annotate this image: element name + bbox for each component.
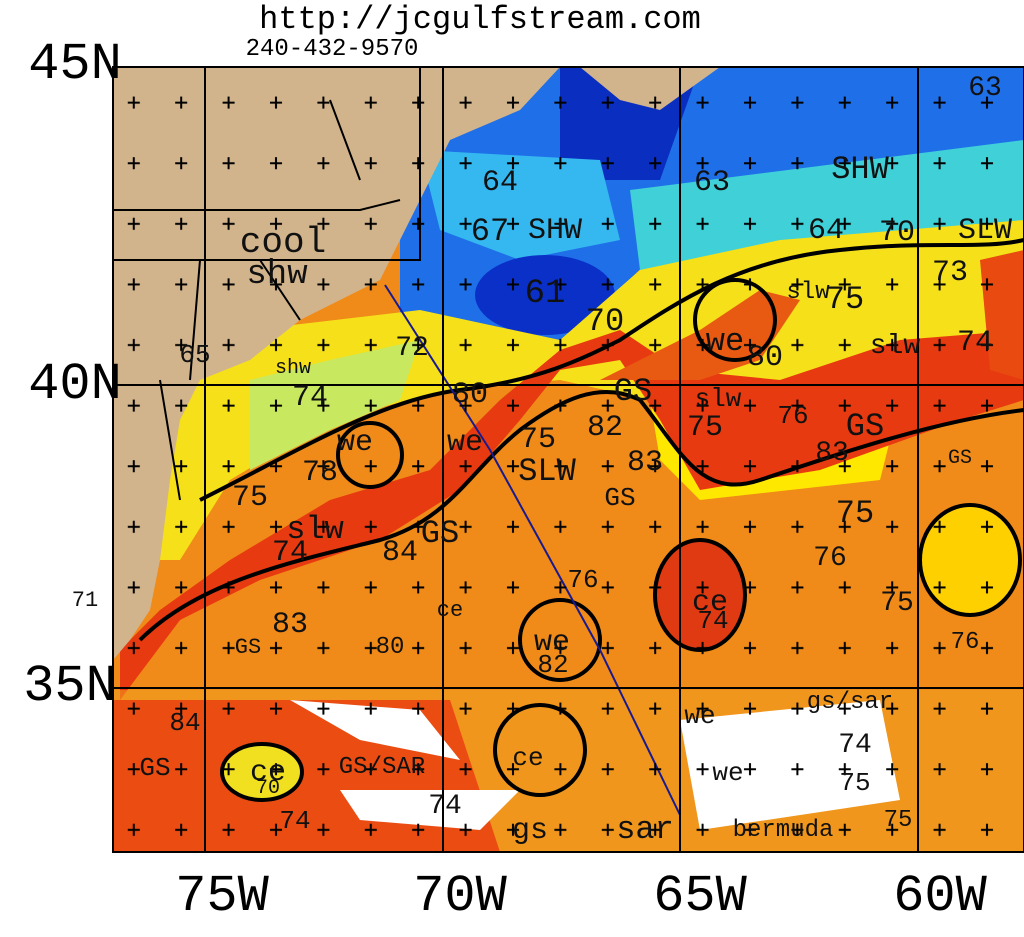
map-annotation: 76: [951, 629, 980, 656]
map-annotation: GS: [421, 515, 459, 552]
map-annotation: 83: [815, 438, 849, 469]
map-annotation: 74: [697, 606, 728, 636]
map-annotation: 67: [471, 213, 509, 250]
map-annotation: 75: [839, 768, 870, 798]
map-annotation: GS: [614, 373, 652, 410]
map-annotation: 75: [884, 807, 913, 834]
map-annotation: ce: [512, 743, 543, 773]
map-annotation: GS: [139, 753, 170, 783]
map-annotation: 61: [525, 275, 566, 313]
map-annotation: SHW: [831, 151, 889, 188]
map-annotation: 82: [537, 650, 568, 680]
map-annotation: 75: [880, 588, 914, 619]
map-annotation: 82: [587, 411, 623, 445]
map-annotation: 74: [272, 536, 308, 570]
map-annotation: 74: [428, 791, 462, 822]
map-annotation: 75: [826, 281, 864, 318]
map-annotation: SLW: [958, 214, 1012, 248]
map-frame: [112, 66, 1024, 853]
map-annotation: ce: [437, 598, 463, 623]
map-annotation: 74: [957, 326, 993, 360]
map-annotation: GS: [846, 408, 884, 445]
map-annotation: 70: [586, 303, 624, 340]
map-annotation: 76: [813, 543, 847, 574]
map-annotation: 80: [452, 378, 488, 412]
map-annotation: GS: [604, 483, 635, 513]
map-annotation: 65: [179, 340, 210, 370]
map-annotation: ce: [250, 756, 286, 790]
map-annotation: we: [447, 426, 483, 460]
map-annotation: we: [712, 758, 743, 788]
map-annotation: 74: [838, 730, 872, 761]
map-annotation: 83: [272, 608, 308, 642]
map-annotation: slw: [786, 279, 830, 306]
map-annotation: 72: [395, 333, 429, 364]
map-annotation: 84: [382, 536, 418, 570]
map-annotation: slw: [695, 384, 742, 414]
map-annotation: 76: [777, 401, 808, 431]
map-annotation: slw: [870, 331, 921, 362]
map-annotation: 64: [808, 214, 844, 248]
map-annotation: SLW: [518, 453, 576, 490]
map-annotation: we: [337, 426, 373, 460]
phone: 240-432-9570: [246, 36, 419, 63]
map-annotation: 70: [879, 216, 915, 250]
map-annotation: 80: [376, 634, 405, 661]
map-annotation: gs/sar: [807, 689, 893, 716]
map-annotation: 76: [567, 565, 598, 595]
map-annotation: SHW: [528, 214, 582, 248]
map-annotation: sar: [616, 811, 674, 848]
lat-label: 35N: [23, 657, 117, 716]
map-annotation: gs: [512, 814, 548, 848]
map-annotation: 75: [232, 481, 268, 515]
map-annotation: 63: [694, 166, 730, 200]
map-annotation: we: [684, 701, 715, 731]
map-annotation: 75: [687, 411, 723, 445]
map-annotation: shw: [246, 256, 308, 294]
map-annotation: 75: [836, 495, 874, 532]
map-annotation: bermuda: [733, 817, 834, 844]
map-annotation: shw: [275, 357, 311, 380]
map-annotation: slw: [286, 511, 344, 548]
map-annotation: we: [534, 626, 570, 660]
lat-label: 40N: [28, 355, 122, 414]
map-annotation: GS: [948, 447, 972, 470]
grid-crosses: [113, 67, 1024, 852]
lon-label: 75W: [175, 867, 269, 926]
map-annotation: we: [706, 323, 744, 360]
map-annotation: 78: [302, 456, 338, 490]
map-annotation: 74: [279, 806, 310, 836]
map-annotation: ce: [692, 586, 728, 620]
map-annotation: 64: [482, 166, 518, 200]
map-annotation: 63: [968, 73, 1002, 104]
sst-field: [113, 67, 1024, 852]
map-annotation: 74: [292, 381, 328, 415]
map-annotation: GS/SAR: [339, 754, 425, 781]
map-annotation: 84: [169, 708, 200, 738]
map-annotation: cool: [240, 222, 326, 263]
lon-label: 70W: [413, 867, 507, 926]
lon-label: 65W: [653, 867, 747, 926]
site-url: http://jcgulfstream.com: [259, 1, 701, 38]
map-annotation: 75: [520, 423, 556, 457]
map-annotation: 80: [747, 341, 783, 375]
map-annotation: GS: [235, 635, 261, 660]
lon-label: 60W: [893, 867, 987, 926]
map-annotation: 83: [627, 446, 663, 480]
map-annotation: 71: [72, 588, 98, 613]
map-annotation: 73: [932, 256, 968, 290]
map-annotation: 70: [256, 777, 280, 800]
lat-label: 45N: [28, 35, 122, 94]
graticule: [112, 66, 1024, 853]
